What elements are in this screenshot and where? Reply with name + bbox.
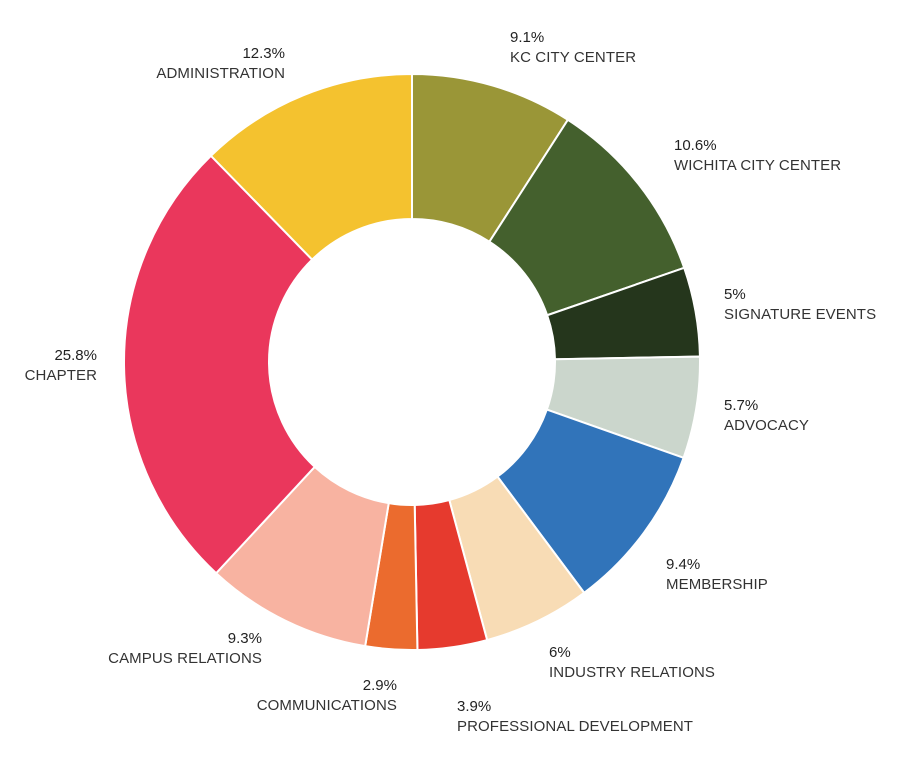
slice-category-label: INDUSTRY RELATIONS bbox=[549, 664, 715, 681]
slice-percent-label: 25.8% bbox=[54, 347, 97, 364]
slice-percent-label: 6% bbox=[549, 644, 571, 661]
slice-category-label: KC CITY CENTER bbox=[510, 49, 636, 66]
slice-percent-label: 9.1% bbox=[510, 29, 544, 46]
slice-category-label: MEMBERSHIP bbox=[666, 576, 768, 593]
slice-percent-label: 3.9% bbox=[457, 698, 491, 715]
donut-labels: 9.1% KC CITY CENTER 10.6% WICHITA CITY CENT… bbox=[25, 29, 876, 735]
slice-category-label: CAMPUS RELATIONS bbox=[108, 650, 262, 667]
slice-percent-label: 9.3% bbox=[228, 630, 262, 647]
slice-category-label: SIGNATURE EVENTS bbox=[724, 306, 876, 323]
slice-percent-label: 10.6% bbox=[674, 137, 717, 154]
slice-category-label: ADMINISTRATION bbox=[156, 65, 285, 82]
donut-hole bbox=[269, 219, 555, 505]
slice-percent-label: 9.4% bbox=[666, 556, 700, 573]
slice-category-label: PROFESSIONAL DEVELOPMENT bbox=[457, 718, 693, 735]
slice-category-label: CHAPTER bbox=[25, 367, 97, 384]
slice-percent-label: 2.9% bbox=[363, 677, 397, 694]
slice-percent-label: 5.7% bbox=[724, 397, 758, 414]
slice-percent-label: 12.3% bbox=[242, 45, 285, 62]
slice-category-label: ADVOCACY bbox=[724, 417, 809, 434]
donut-slices bbox=[123, 72, 701, 651]
slice-category-label: COMMUNICATIONS bbox=[257, 697, 397, 714]
slice-category-label: WICHITA CITY CENTER bbox=[674, 157, 841, 174]
slice-percent-label: 5% bbox=[724, 286, 746, 303]
